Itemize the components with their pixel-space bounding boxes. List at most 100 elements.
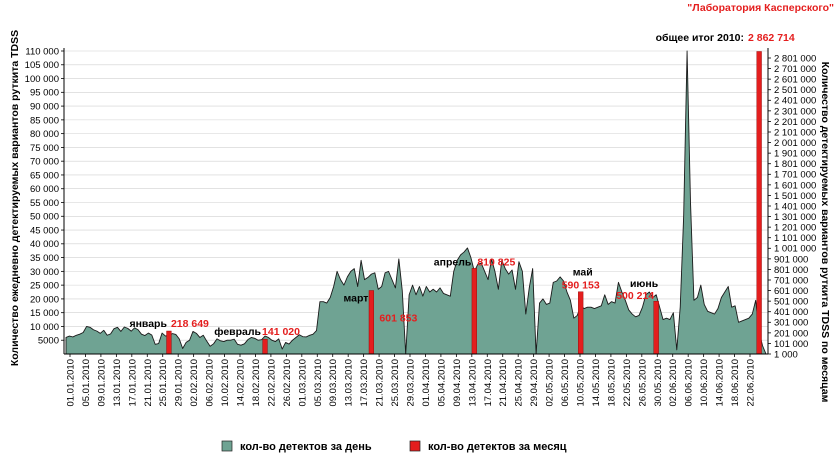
- y2-tick-label: 2 801 000: [774, 53, 816, 64]
- x-tick-label: 25.04.2010: [514, 359, 525, 407]
- x-tick-label: 25.03.2010: [390, 359, 401, 407]
- y-axis-label: Количество ежедневно детектируемых вариа…: [9, 30, 21, 366]
- legend-monthly-swatch: [409, 440, 421, 452]
- y-tick-label: 105 000: [25, 60, 59, 71]
- x-tick-label: 26.02.2010: [282, 359, 293, 407]
- y-tick-label: 100 000: [25, 74, 59, 85]
- month-name-label: апрель: [434, 256, 472, 268]
- daily-area: [65, 50, 767, 355]
- y2-tick-label: 701 000: [774, 275, 808, 286]
- y-tick-label: 60 000: [30, 184, 59, 195]
- y-tick-label: 45 000: [30, 225, 59, 236]
- x-tick-label: 22.06.2010: [746, 359, 757, 407]
- x-tick-label: 10.05.2010: [576, 359, 587, 407]
- x-tick-label: 21.03.2010: [375, 359, 386, 407]
- x-tick-label: 30.05.2010: [653, 359, 664, 407]
- legend-daily-label: кол-во детектов за день: [240, 441, 372, 453]
- month-name-label: май: [573, 267, 593, 279]
- x-tick-label: 06.06.2010: [684, 359, 695, 407]
- y-tick-label: 10 000: [30, 322, 59, 333]
- y2-tick-label: 1 501 000: [774, 191, 816, 202]
- y-tick-label: 90 000: [30, 101, 59, 112]
- monthly-bar: [262, 338, 268, 355]
- y-tick-labels: 5000 10 000 15 000 20 000 25 000 30 000 35 000…: [25, 46, 64, 347]
- monthly-bar: [368, 290, 374, 355]
- y2-tick-label: 301 000: [774, 318, 808, 329]
- month-value-label: 500 214: [616, 290, 654, 302]
- y-tick-label: 70 000: [30, 157, 59, 168]
- x-tick-label: 29.03.2010: [406, 359, 417, 407]
- y2-tick-label: 1 801 000: [774, 159, 816, 170]
- total-label: общее итог 2010:: [656, 32, 744, 44]
- monthly-bar: [756, 51, 762, 355]
- month-value-label: 601 853: [379, 312, 417, 324]
- y-tick-label: 80 000: [30, 129, 59, 140]
- y2-tick-label: 101 000: [774, 339, 808, 350]
- x-tick-label: 05.04.2010: [436, 359, 447, 407]
- y-tick-label: 40 000: [30, 239, 59, 250]
- month-value-label: 590 153: [562, 280, 600, 292]
- x-tick-label: 09.04.2010: [452, 359, 463, 407]
- y-tick-label: 55 000: [30, 198, 59, 209]
- y2-tick-label: 901 000: [774, 254, 808, 265]
- y2-tick-label: 201 000: [774, 328, 808, 339]
- month-name-label: март: [344, 292, 369, 304]
- y2-tick-label: 2 601 000: [774, 75, 816, 86]
- x-tick-label: 02.05.2010: [545, 359, 556, 407]
- legend-monthly-label: кол-во детектов за месяц: [428, 441, 567, 453]
- y2-tick-label: 501 000: [774, 297, 808, 308]
- y-tick-label: 15 000: [30, 308, 59, 319]
- y-tick-label: 110 000: [25, 46, 59, 57]
- y-tick-label: 25 000: [30, 281, 59, 292]
- x-tick-label: 06.05.2010: [560, 359, 571, 407]
- x-tick-label: 14.02.2010: [236, 359, 247, 407]
- y-tick-label: 30 000: [30, 267, 59, 278]
- y2-tick-label: 2 201 000: [774, 117, 816, 128]
- x-tick-label: 01.01.2010: [66, 359, 77, 407]
- y2-tick-label: 1 601 000: [774, 180, 816, 191]
- x-tick-label: 09.03.2010: [328, 359, 339, 407]
- x-tick-label: 21.01.2010: [143, 359, 154, 407]
- y-tick-label: 5000: [38, 336, 59, 347]
- monthly-bar: [653, 301, 659, 355]
- y-tick-label: 75 000: [30, 143, 59, 154]
- y2-tick-label: 2 101 000: [774, 127, 816, 138]
- month-labels: январь 218 649 февраль 141 020 март 601 853 ап…: [129, 256, 658, 338]
- x-tick-label: 01.03.2010: [297, 359, 308, 407]
- y2-tick-label: 1 701 000: [774, 170, 816, 181]
- total-value: 2 862 714: [748, 32, 795, 44]
- y2-tick-label: 1 000: [774, 349, 798, 360]
- y2-tick-label: 2 301 000: [774, 106, 816, 117]
- y-tick-label: 50 000: [30, 212, 59, 223]
- y-tick-label: 35 000: [30, 253, 59, 264]
- x-tick-label: 10.06.2010: [699, 359, 710, 407]
- x-tick-label: 29.04.2010: [529, 359, 540, 407]
- y-tick-label: 65 000: [30, 170, 59, 181]
- x-tick-label: 18.06.2010: [730, 359, 741, 407]
- x-tick-label: 13.03.2010: [344, 359, 355, 407]
- y2-axis-label: Количество детектируемых вариантов рутки…: [819, 62, 831, 403]
- x-tick-label: 05.01.2010: [81, 359, 92, 407]
- source-label: "Лаборатория Касперского": [687, 2, 834, 14]
- y2-tick-label: 401 000: [774, 307, 808, 318]
- x-tick-label: 22.05.2010: [622, 359, 633, 407]
- x-tick-label: 14.06.2010: [715, 359, 726, 407]
- x-tick-label: 06.02.2010: [205, 359, 216, 407]
- month-value-label: 218 649: [171, 318, 209, 330]
- y2-tick-label: 1 901 000: [774, 149, 816, 160]
- x-tick-label: 09.01.2010: [96, 359, 107, 407]
- x-tick-label: 13.04.2010: [467, 359, 478, 407]
- x-tick-label: 26.05.2010: [637, 359, 648, 407]
- x-tick-label: 25.01.2010: [158, 359, 169, 407]
- x-tick-label: 01.04.2010: [421, 359, 432, 407]
- y-tick-label: 20 000: [30, 294, 59, 305]
- y-tick-label: 85 000: [30, 115, 59, 126]
- x-tick-label: 10.02.2010: [220, 359, 231, 407]
- y2-tick-label: 2 001 000: [774, 138, 816, 149]
- legend-daily-swatch: [221, 440, 233, 452]
- monthly-bar: [471, 268, 477, 355]
- axes: [63, 48, 769, 355]
- daily-area-path: [65, 50, 767, 355]
- x-tick-label: 21.04.2010: [498, 359, 509, 407]
